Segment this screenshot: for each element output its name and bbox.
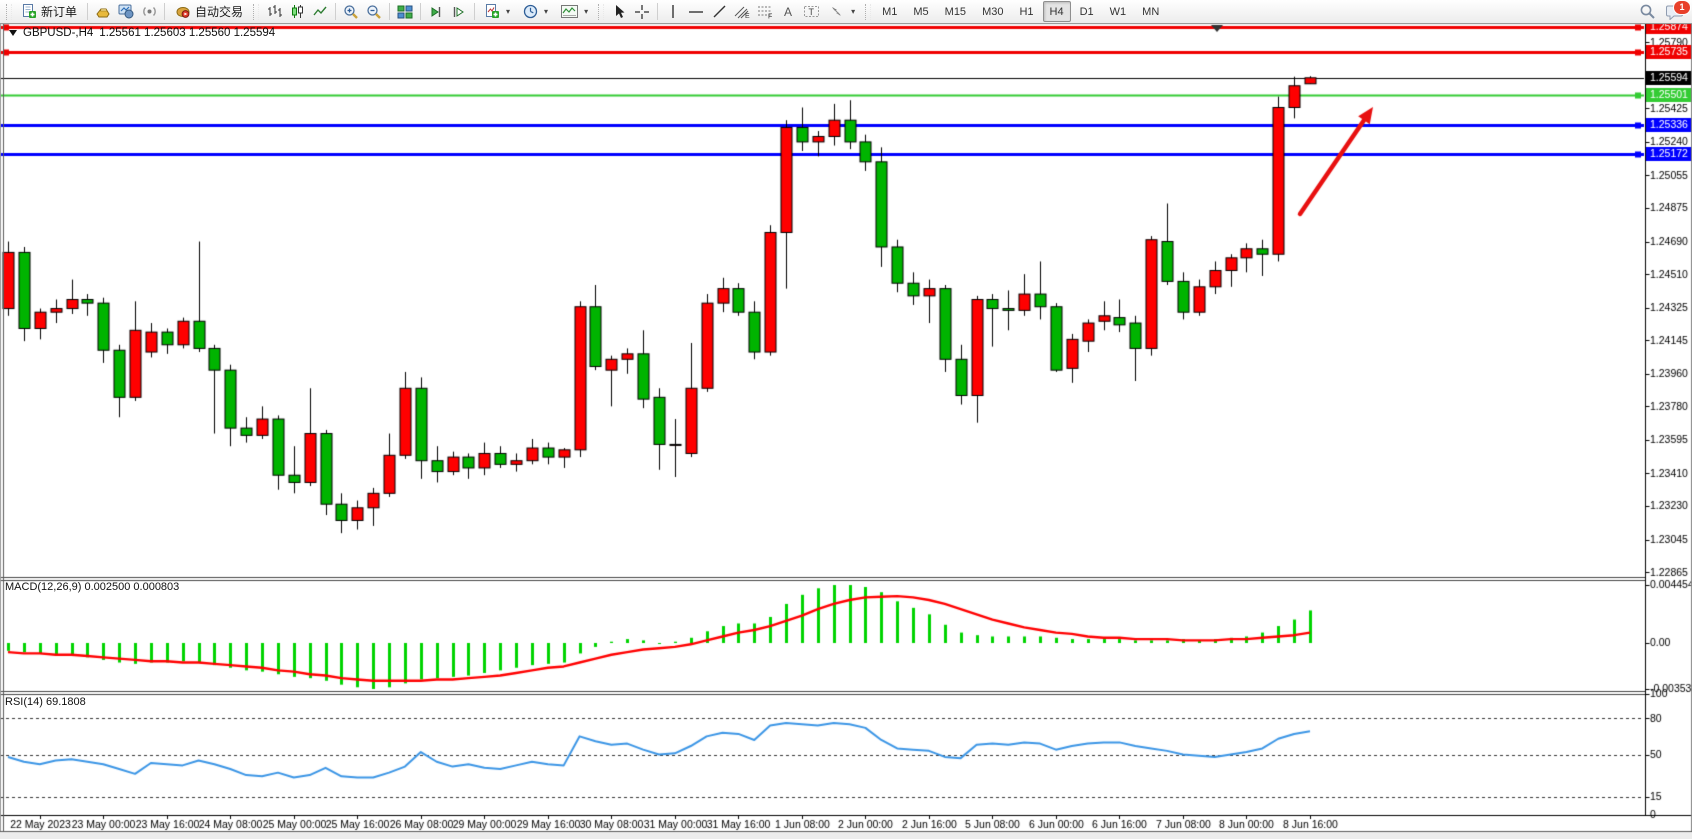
dropdown-arrow-icon: ▾ — [506, 7, 511, 16]
toolbar-grip — [253, 3, 260, 20]
auto-scroll-button[interactable] — [425, 2, 447, 22]
periods-button[interactable]: ▾ — [517, 2, 554, 22]
candlestick-chart-type-button[interactable] — [286, 2, 308, 22]
line-chart-icon — [312, 4, 328, 19]
separator — [335, 3, 337, 20]
auto-trading-icon — [175, 4, 191, 19]
fibonacci-icon: F — [757, 4, 774, 19]
rsi-indicator-label: RSI(14) 69.1808 — [5, 696, 86, 708]
tile-windows-icon — [397, 5, 413, 19]
signals-button[interactable] — [138, 2, 160, 22]
zoom-out-icon — [366, 4, 382, 20]
vertical-line-icon — [667, 4, 679, 19]
separator — [474, 3, 476, 20]
candlestick-icon — [290, 4, 305, 19]
toolbar-grip — [6, 3, 12, 20]
tile-windows-button[interactable] — [394, 2, 416, 22]
text-tool-button[interactable]: A — [777, 2, 799, 22]
toolbar-right-group: 1 — [1639, 0, 1691, 20]
equidistant-channel-tool-button[interactable]: E — [731, 2, 753, 22]
trendline-tool-button[interactable] — [708, 2, 730, 22]
new-order-icon — [22, 4, 37, 19]
ohlc-values: 1.25561 1.25603 1.25560 1.25594 — [99, 27, 276, 39]
timeframe-group: M1 M5 M15 M30 H1 H4 D1 W1 MN — [875, 1, 1166, 22]
chart-title: GBPUSD-,H4 1.25561 1.25603 1.25560 1.255… — [9, 27, 275, 39]
add-indicator-icon — [485, 4, 500, 19]
market-watch-button[interactable] — [92, 2, 114, 22]
separator — [87, 3, 89, 20]
toolbar-grip — [865, 3, 872, 20]
notifications-button[interactable]: 1 — [1666, 0, 1691, 20]
dropdown-arrow-icon: ▾ — [584, 7, 589, 16]
svg-text:E: E — [745, 13, 750, 19]
dropdown-arrow-icon: ▾ — [851, 7, 856, 16]
timeframe-button-M5[interactable]: M5 — [913, 5, 929, 18]
template-icon — [561, 5, 579, 18]
symbol-collapse-arrow-icon[interactable] — [9, 30, 17, 36]
zoom-in-icon — [343, 4, 359, 20]
svg-text:F: F — [768, 14, 772, 20]
new-order-button[interactable]: 新订单 — [16, 2, 83, 22]
chart-shift-button[interactable] — [448, 2, 470, 22]
search-icon[interactable] — [1639, 3, 1656, 20]
timeframe-button-M15[interactable]: M15 — [944, 5, 967, 18]
timeframe-button-H1[interactable]: H1 — [1019, 5, 1034, 18]
add-indicator-button[interactable]: ▾ — [479, 2, 516, 22]
zoom-out-button[interactable] — [363, 2, 385, 22]
signal-icon — [142, 4, 157, 19]
auto-trading-button[interactable]: 自动交易 — [169, 2, 249, 22]
svg-text:T: T — [808, 7, 814, 17]
separator — [657, 3, 659, 20]
vertical-line-tool-button[interactable] — [662, 2, 684, 22]
separator — [420, 3, 422, 20]
arrows-tool-button[interactable]: ▾ — [823, 2, 861, 22]
horizontal-line-tool-button[interactable] — [685, 2, 707, 22]
text-icon: A — [781, 4, 795, 19]
auto-scroll-icon — [428, 5, 444, 19]
timeframe-button-M1[interactable]: M1 — [882, 5, 898, 18]
crosshair-tool-button[interactable] — [631, 2, 653, 22]
notification-count-badge: 1 — [1673, 0, 1691, 15]
timeframe-button-H4[interactable]: H4 — [1042, 1, 1071, 22]
monitor-icon — [118, 4, 134, 19]
arrows-icon — [829, 4, 845, 19]
fibonacci-tool-button[interactable]: F — [754, 2, 776, 22]
crosshair-icon — [634, 4, 650, 20]
zoom-in-button[interactable] — [340, 2, 362, 22]
horizontal-line-icon — [688, 4, 704, 19]
cursor-tool-button[interactable] — [608, 2, 630, 22]
text-label-tool-button[interactable]: T — [800, 2, 822, 22]
data-window-button[interactable] — [115, 2, 137, 22]
ohlc-bars-icon — [267, 4, 282, 19]
new-order-label: 新订单 — [41, 5, 78, 19]
separator — [389, 3, 391, 20]
toolbar-grip — [598, 3, 605, 20]
macd-indicator-label: MACD(12,26,9) 0.002500 0.000803 — [5, 581, 180, 593]
timeframe-button-M30[interactable]: M30 — [982, 5, 1004, 18]
bar-chart-type-button[interactable] — [263, 2, 285, 22]
timeframe-button-MN[interactable]: MN — [1142, 5, 1160, 18]
clock-icon — [523, 4, 538, 19]
line-chart-type-button[interactable] — [309, 2, 331, 22]
trendline-icon — [712, 4, 727, 19]
cursor-icon — [613, 4, 626, 19]
text-label-icon: T — [803, 4, 820, 19]
svg-text:A: A — [784, 5, 792, 19]
timeframe-button-W1[interactable]: W1 — [1109, 5, 1127, 18]
symbol-title: GBPUSD-,H4 — [23, 27, 94, 39]
timeframe-button-D1[interactable]: D1 — [1079, 5, 1094, 18]
auto-trading-label: 自动交易 — [195, 5, 244, 19]
toolbar: 新订单 自动交易 — [0, 0, 1692, 24]
chart-shift-icon — [451, 5, 467, 19]
templates-button[interactable]: ▾ — [555, 2, 594, 22]
separator — [164, 3, 166, 20]
dropdown-arrow-icon: ▾ — [544, 7, 549, 16]
gold-box-icon — [95, 5, 111, 19]
channel-icon: E — [734, 4, 751, 19]
